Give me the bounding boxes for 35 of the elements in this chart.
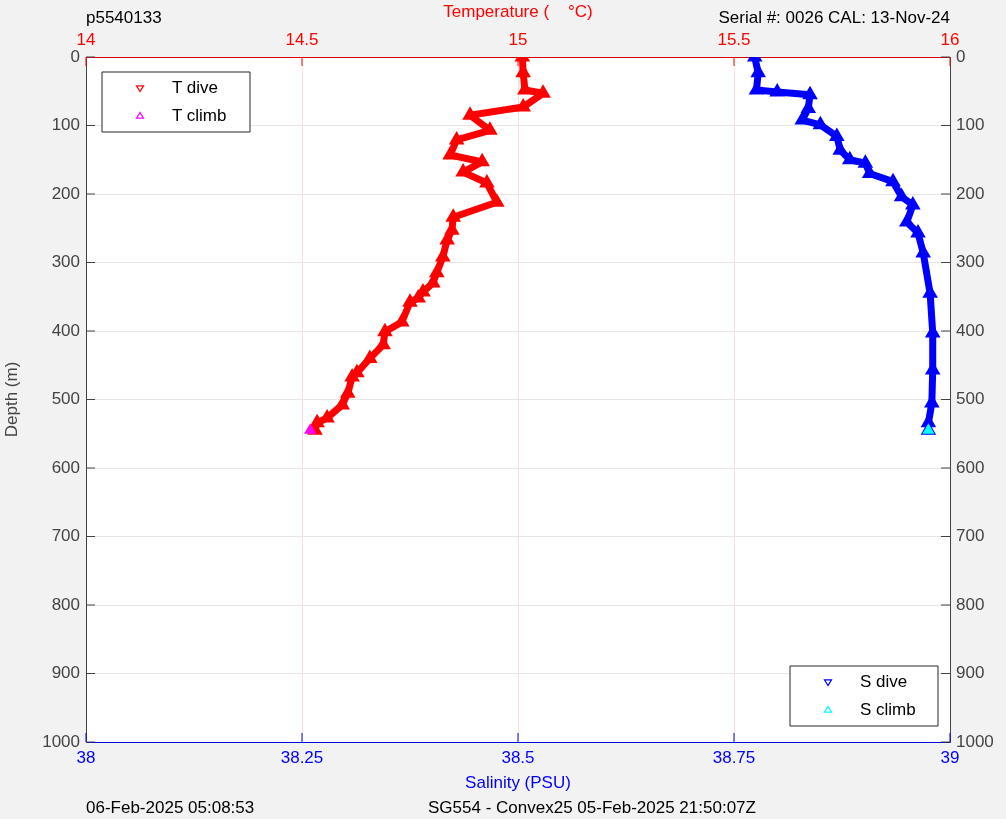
legend-label: S dive: [860, 671, 908, 691]
y2-tick-label: 700: [956, 526, 985, 546]
y-tick-label: 800: [51, 594, 80, 614]
y-tick-label: 100: [51, 115, 80, 135]
y2-tick-label: 800: [956, 594, 985, 614]
text: 06-Feb-2025 05:08:53: [86, 797, 255, 817]
x-axis-title: Salinity (PSU): [465, 773, 571, 793]
text: Serial #: 0026 CAL: 13-Nov-24: [718, 7, 950, 27]
x2-axis-title: Temperature ( °C): [443, 1, 593, 21]
y-tick-label: 600: [51, 457, 80, 477]
text: SG554 - Convex25 05-Feb-2025 21:50:07Z: [428, 797, 756, 817]
y2-tick-label: 400: [956, 320, 985, 340]
x2-tick-label: 15: [508, 30, 528, 50]
y-tick-label: 900: [51, 663, 80, 683]
y-tick-label: 400: [51, 320, 80, 340]
x2-tick-label: 15.5: [717, 30, 751, 50]
y-tick-label: 300: [51, 252, 80, 272]
x-tick-label: 38.75: [712, 747, 756, 767]
chart-title: p5540133: [86, 7, 162, 27]
x-tick-label: 38.25: [280, 747, 324, 767]
legend-label: T dive: [172, 77, 218, 97]
y-tick-label: 500: [51, 389, 80, 409]
y2-tick-label: 500: [956, 389, 985, 409]
legend-label: T climb: [172, 105, 227, 125]
y2-tick-label: 300: [956, 252, 985, 272]
x-tick-label: 38.5: [501, 747, 535, 767]
y2-tick-label: 600: [956, 457, 985, 477]
x2-tick-label: 14.5: [285, 30, 319, 50]
y-tick-label: 700: [51, 526, 80, 546]
y-tick-label: 200: [51, 183, 80, 203]
y2-tick-label: 100: [956, 115, 985, 135]
y2-tick-label: 200: [956, 183, 985, 203]
legend-label: S climb: [860, 699, 916, 719]
y-axis-title: Depth (m): [1, 361, 21, 438]
y2-tick-label: 900: [956, 663, 985, 683]
